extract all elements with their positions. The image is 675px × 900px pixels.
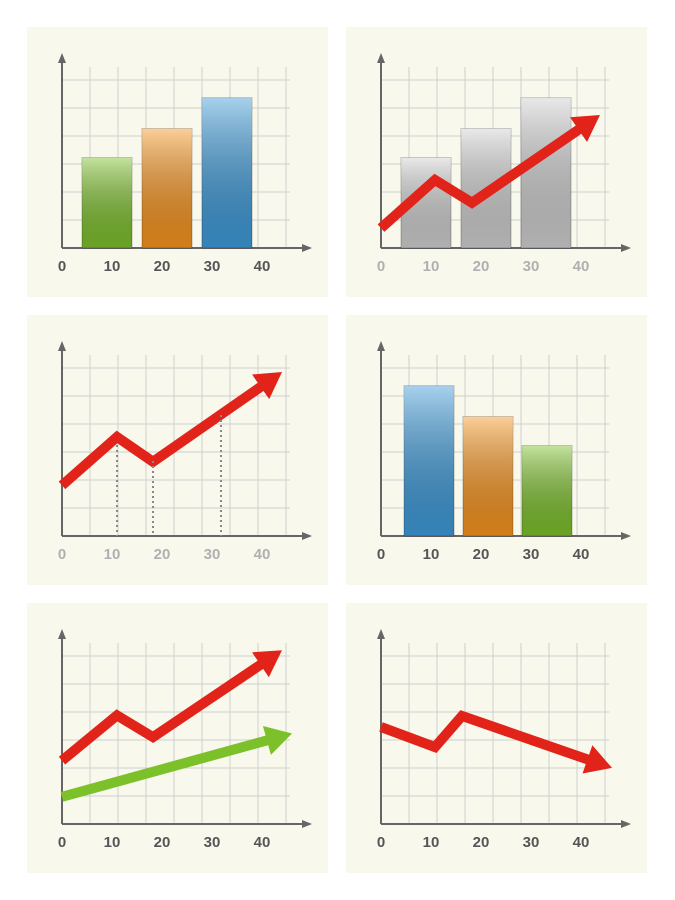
bar-shine — [202, 97, 252, 249]
arrow-head — [570, 114, 600, 143]
x-tick-label: 20 — [473, 834, 490, 851]
x-tick-label: 0 — [377, 834, 385, 851]
bar-shine — [142, 128, 192, 248]
chart-panel: 0 10 20 30 40 — [346, 603, 647, 873]
arrow-head — [252, 650, 282, 678]
x-tick-label: 30 — [204, 258, 221, 275]
chart-panel: 0 10 20 30 40 — [27, 603, 328, 873]
x-tick-label: 20 — [154, 834, 171, 851]
x-tick-label: 0 — [58, 834, 66, 851]
arrow-line — [379, 710, 594, 766]
x-tick-label: 40 — [254, 546, 271, 563]
x-tick-label: 10 — [423, 546, 440, 563]
x-axis-arrow — [621, 244, 631, 252]
x-axis-arrow — [302, 244, 312, 252]
panel-background — [346, 603, 647, 873]
x-tick-label: 20 — [473, 546, 490, 563]
x-tick-label: 10 — [423, 258, 440, 275]
x-tick-label: 30 — [523, 546, 540, 563]
x-tick-label: 20 — [154, 546, 171, 563]
x-tick-label: 10 — [104, 834, 121, 851]
y-axis-arrow — [377, 629, 385, 639]
x-tick-label: 0 — [58, 258, 66, 275]
x-tick-label: 10 — [104, 546, 121, 563]
arrow-head — [262, 725, 292, 755]
x-tick-label: 40 — [254, 834, 271, 851]
x-tick-label: 40 — [254, 258, 271, 275]
x-tick-label: 40 — [573, 258, 590, 275]
bar-shine — [404, 385, 454, 536]
chart-panel: 0 10 20 30 40 — [346, 315, 647, 585]
x-tick-label: 0 — [377, 258, 385, 275]
y-axis-arrow — [58, 629, 66, 639]
x-tick-label: 0 — [377, 546, 385, 563]
bar-shine — [463, 416, 513, 536]
x-tick-label: 10 — [423, 834, 440, 851]
x-tick-label: 20 — [154, 258, 171, 275]
x-tick-label: 30 — [523, 258, 540, 275]
arrow-head — [252, 372, 282, 400]
chart-panel: 0 10 20 30 40 — [27, 315, 328, 585]
arrow-line — [377, 122, 586, 232]
y-axis-arrow — [377, 53, 385, 63]
x-tick-label: 20 — [473, 258, 490, 275]
x-tick-label: 30 — [204, 546, 221, 563]
bar-shine — [82, 157, 132, 248]
x-axis-arrow — [621, 532, 631, 540]
x-axis-arrow — [302, 820, 312, 828]
arrow-line — [58, 657, 268, 765]
chart-panel: 0 10 20 30 40 — [346, 27, 647, 297]
x-axis-arrow — [302, 532, 312, 540]
x-tick-label: 10 — [104, 258, 121, 275]
x-axis-arrow — [621, 820, 631, 828]
x-tick-label: 40 — [573, 834, 590, 851]
y-axis-arrow — [377, 341, 385, 351]
y-axis-arrow — [58, 53, 66, 63]
bar-shine — [521, 97, 571, 249]
chart-panel: 0 10 20 30 40 — [27, 27, 328, 297]
x-tick-label: 30 — [523, 834, 540, 851]
x-tick-label: 0 — [58, 546, 66, 563]
x-tick-label: 30 — [204, 834, 221, 851]
bar-shine — [522, 445, 572, 536]
x-tick-label: 40 — [573, 546, 590, 563]
y-axis-arrow — [58, 341, 66, 351]
arrow-line — [60, 734, 274, 802]
arrow-line — [58, 379, 268, 490]
arrow-head — [582, 745, 612, 774]
